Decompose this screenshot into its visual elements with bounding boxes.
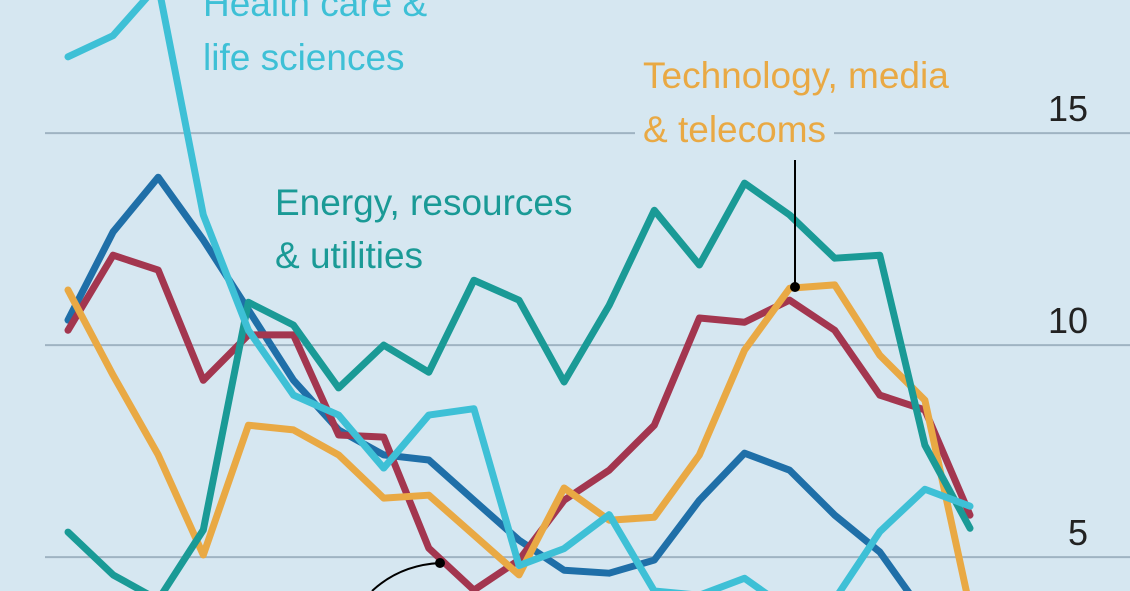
y-tick-label: 10 [1048, 300, 1088, 341]
series-label: life sciences [203, 37, 405, 78]
leader-dot [790, 282, 800, 292]
label-background [195, 37, 413, 78]
series-line [64, 0, 974, 591]
label-background [635, 55, 958, 96]
leader-line [371, 562, 441, 591]
series-line [64, 281, 970, 591]
labels: Technology, media & telecoms Energy, resou… [195, 0, 958, 276]
leader-dot [435, 558, 445, 568]
series-label: Health care & [203, 0, 427, 24]
series-label: Energy, resources [275, 182, 573, 223]
y-tick-label: 5 [1068, 512, 1088, 553]
label-background [635, 109, 835, 150]
series-line [64, 173, 912, 591]
series-label: & utilities [275, 235, 423, 276]
series-label: Technology, media [643, 55, 949, 96]
label-background [267, 235, 432, 276]
label-background [195, 0, 436, 24]
y-tick-label: 15 [1048, 88, 1088, 129]
series-label: & telecoms [643, 109, 826, 150]
label-background [267, 182, 581, 223]
lines [64, 0, 974, 591]
series-line [64, 179, 974, 591]
